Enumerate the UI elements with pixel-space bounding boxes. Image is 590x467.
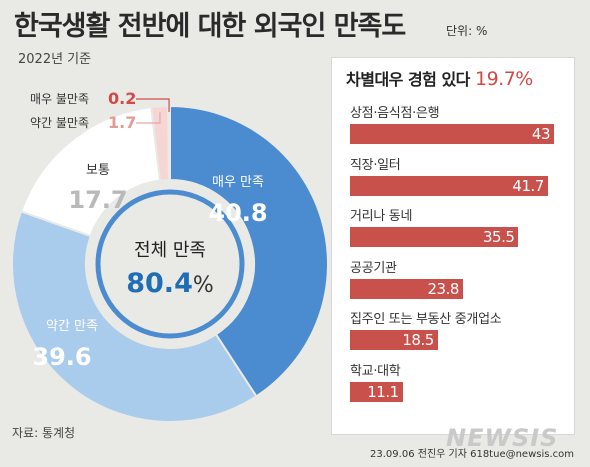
bar-value: 11.1 <box>367 382 399 401</box>
bar-label: 학교·대학 <box>350 363 401 379</box>
slice-value-neutral: 17.7 <box>68 186 127 214</box>
donut-center <box>102 196 238 332</box>
bar-label: 상점·음식점·은행 <box>350 106 440 121</box>
bar-label: 직장·일터 <box>350 157 401 173</box>
bar-value: 18.5 <box>402 331 434 349</box>
donut-inner-ring <box>95 189 245 339</box>
slice-value-very-dissatisfied: 0.2 <box>108 89 136 108</box>
bar: 43 <box>350 124 554 144</box>
bar-label: 공공기관 <box>350 260 397 276</box>
satisfaction-donut-chart: 전체 만족 80.4% 매우 만족 40.8 약간 만족 39.6 보통 17.7 매우 불만족… <box>11 89 329 423</box>
bar-value: 41.7 <box>512 176 544 195</box>
center-value: 80.4% <box>126 268 214 299</box>
bar: 23.8 <box>350 278 463 299</box>
discrimination-title-text: 차별대우 경험 있다 <box>346 70 470 89</box>
leader-line-very-dissatisfied <box>136 98 170 113</box>
donut-slice-somewhat-satisfied <box>11 210 258 423</box>
newsis-logo: NEWSIS <box>446 424 559 452</box>
slice-value-somewhat-satisfied: 39.6 <box>32 343 91 371</box>
slice-label-somewhat-dissatisfied: 약간 불만족 <box>30 115 89 130</box>
discrimination-panel: 차별대우 경험 있다 19.7% 상점·음식점·은행 43 직장·일터 41.7 거리나… <box>332 58 574 434</box>
slice-label-somewhat-satisfied: 약간 만족 <box>46 319 98 334</box>
discrimination-panel-title: 차별대우 경험 있다 19.7% <box>346 66 533 90</box>
slice-value-somewhat-dissatisfied: 1.7 <box>108 113 136 132</box>
unit-label: 단위: % <box>446 24 488 38</box>
slice-label-very-dissatisfied: 매우 불만족 <box>30 92 89 106</box>
bar: 41.7 <box>350 175 548 196</box>
donut-slice-very-satisfied <box>169 104 329 398</box>
bar: 11.1 <box>350 381 403 402</box>
bar-value: 23.8 <box>427 279 460 298</box>
credit-line: 23.09.06 전진우 기자 618tue@newsis.com <box>370 449 574 460</box>
bar-label: 집주인 또는 부동산 중개업소 <box>350 312 502 327</box>
bar-value: 35.5 <box>483 228 515 246</box>
donut-slice-very-dissatisfied <box>167 104 171 182</box>
discrimination-total-value: 19.7% <box>474 68 533 90</box>
bar: 18.5 <box>350 330 438 350</box>
bar-value: 43 <box>531 125 551 143</box>
center-label: 전체 만족 <box>134 240 206 261</box>
bar-label: 거리나 동네 <box>350 209 413 224</box>
source-note: 자료: 통계청 <box>12 426 76 440</box>
bar: 35.5 <box>350 227 519 247</box>
slice-label-very-satisfied: 매우 만족 <box>212 175 264 190</box>
leader-line-somewhat-dissatisfied <box>136 112 161 124</box>
page-title: 한국생활 전반에 대한 외국인 만족도 <box>14 11 406 42</box>
slice-label-neutral: 보통 <box>86 163 110 178</box>
base-year-note: 2022년 기준 <box>18 52 92 67</box>
slice-value-very-satisfied: 40.8 <box>208 199 267 227</box>
